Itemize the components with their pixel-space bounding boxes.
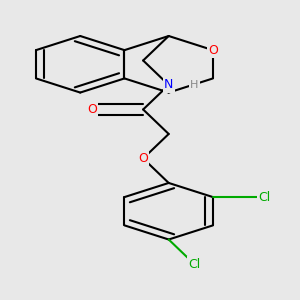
Text: O: O [138,152,148,165]
Text: O: O [87,103,97,116]
Text: Cl: Cl [188,257,200,271]
Text: Cl: Cl [258,190,270,204]
Text: H: H [190,80,198,90]
Text: O: O [208,44,218,57]
Text: N: N [164,79,173,92]
